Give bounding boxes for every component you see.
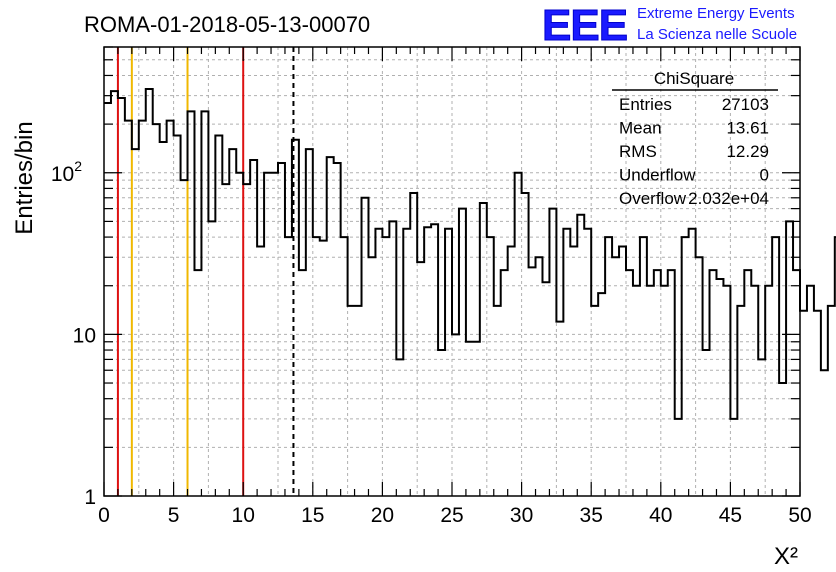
stats-label-rms: RMS bbox=[619, 142, 657, 161]
stats-box: ChiSquare Entries 27103 Mean 13.61 RMS 12.29 U… bbox=[612, 69, 778, 208]
y-tick-label: 10 bbox=[73, 324, 96, 347]
x-tick-label: 25 bbox=[440, 504, 463, 527]
x-tick-label: 40 bbox=[649, 504, 672, 527]
y-tick-label: 1 bbox=[84, 486, 96, 509]
stats-value-rms: 12.29 bbox=[726, 142, 769, 161]
x-tick-label: 10 bbox=[232, 504, 255, 527]
y-tick-label: 102 bbox=[51, 158, 82, 186]
logo-mark: EEE bbox=[542, 1, 627, 50]
y-tick-labels: 1 10 102 bbox=[51, 158, 96, 509]
x-tick-label: 20 bbox=[371, 504, 394, 527]
x-tick-labels: 0 5 10 15 20 25 30 35 40 45 50 bbox=[98, 504, 812, 527]
histogram-series bbox=[104, 87, 836, 420]
x-tick-label: 5 bbox=[168, 504, 180, 527]
x-tick-label: 30 bbox=[510, 504, 533, 527]
axis-ticks bbox=[103, 46, 801, 497]
logo-line2: La Scienza nelle Scuole bbox=[637, 26, 797, 43]
x-axis-label: X² bbox=[774, 543, 798, 570]
stats-label-underflow: Underflow bbox=[619, 166, 696, 185]
stats-title: ChiSquare bbox=[654, 69, 734, 88]
stats-label-overflow: Overflow bbox=[619, 189, 687, 208]
stats-value-overflow: 2.032e+04 bbox=[688, 189, 769, 208]
logo-line1: Extreme Energy Events bbox=[637, 5, 795, 22]
stats-value-underflow: 0 bbox=[760, 166, 769, 185]
x-tick-label: 0 bbox=[98, 504, 110, 527]
stats-rows: Entries 27103 Mean 13.61 RMS 12.29 Underflow 0 O… bbox=[619, 95, 769, 208]
x-tick-label: 35 bbox=[580, 504, 603, 527]
x-tick-label: 45 bbox=[719, 504, 742, 527]
y-axis-label: Entries/bin bbox=[11, 121, 38, 234]
x-tick-label: 50 bbox=[788, 504, 811, 527]
eee-logo: EEE Extreme Energy Events La Scienza nel… bbox=[542, 1, 798, 51]
stats-value-mean: 13.61 bbox=[726, 119, 769, 138]
x-tick-label: 15 bbox=[301, 504, 324, 527]
stats-label-mean: Mean bbox=[619, 119, 662, 138]
stats-label-entries: Entries bbox=[619, 95, 672, 114]
stats-value-entries: 27103 bbox=[722, 95, 769, 114]
chart-title: ROMA-01-2018-05-13-00070 bbox=[84, 12, 370, 37]
